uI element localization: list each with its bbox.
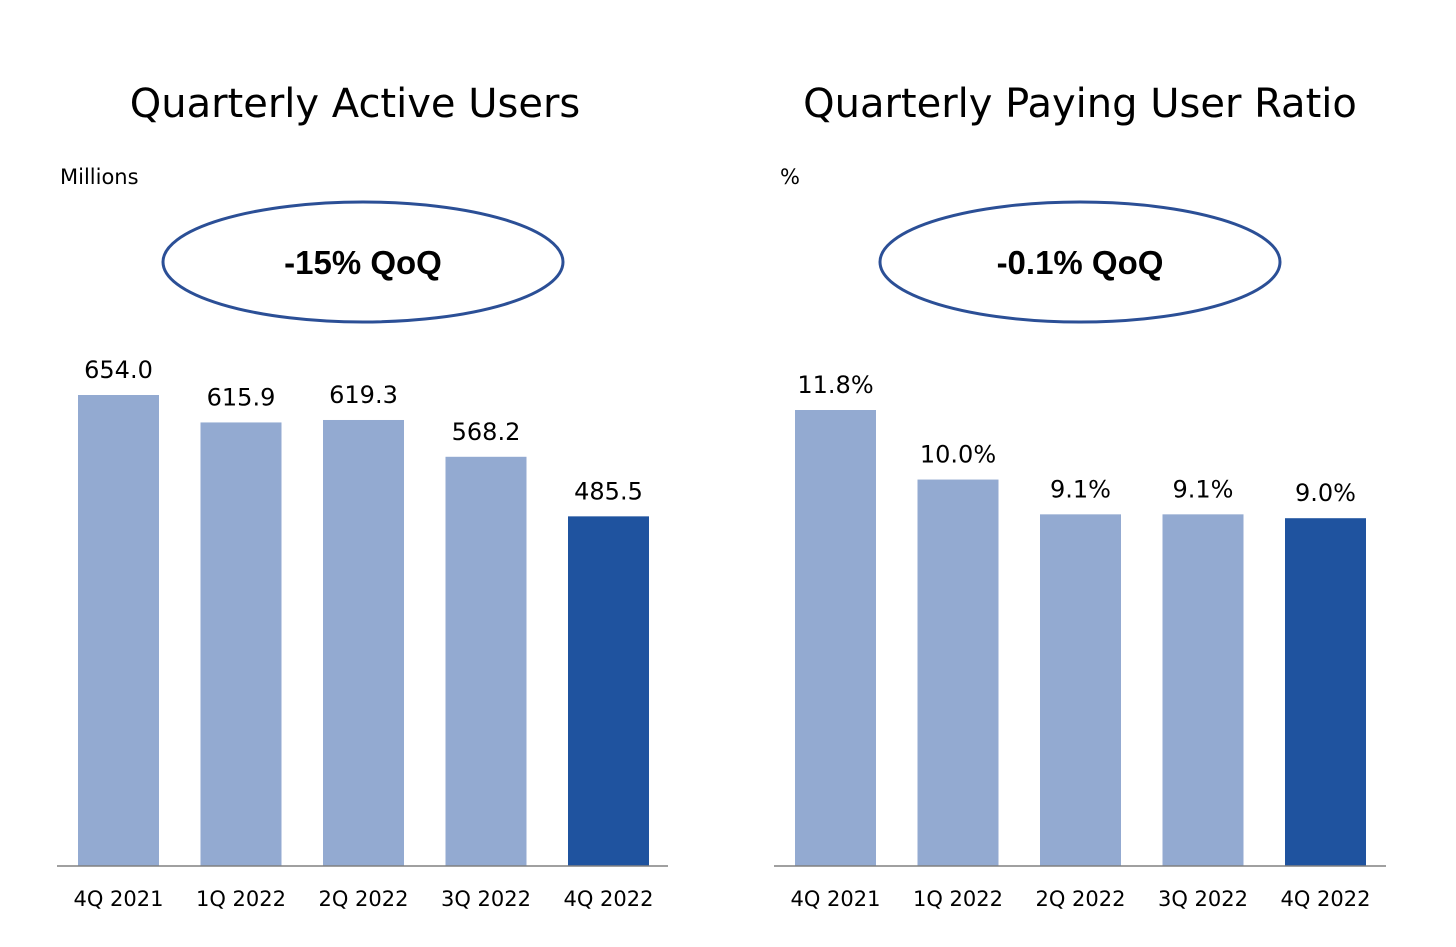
x-tick-label-active-users-2: 1Q 2022	[196, 887, 286, 911]
bar-paying-ratio-4	[1162, 514, 1244, 866]
unit-label-active-users: Millions	[60, 165, 139, 189]
value-label-paying-ratio-1: 11.8%	[797, 371, 873, 399]
x-tick-label-active-users-5: 4Q 2022	[563, 887, 653, 911]
x-tick-label-paying-ratio-3: 2Q 2022	[1035, 887, 1125, 911]
bar-paying-ratio-5	[1285, 518, 1366, 866]
annotation-ellipse-paying-ratio	[878, 200, 1282, 324]
value-label-active-users-5: 485.5	[574, 477, 643, 505]
bar-paying-ratio-2	[917, 479, 999, 866]
bars-group-active-users: 654.0 4Q 2021 615.9 1Q 2022 619.3 2Q 2022 568.…	[73, 356, 653, 911]
x-tick-label-active-users-3: 2Q 2022	[318, 887, 408, 911]
value-label-active-users-1: 654.0	[84, 356, 153, 384]
bar-active-users-3	[323, 419, 404, 866]
bar-active-users-1	[78, 395, 159, 866]
x-tick-label-paying-ratio-2: 1Q 2022	[913, 887, 1003, 911]
chart-paying-ratio: Quarterly Paying User Ratio % -0.1% QoQ …	[774, 81, 1386, 911]
x-tick-label-paying-ratio-4: 3Q 2022	[1158, 887, 1248, 911]
annotation-ellipse-active-users	[161, 200, 565, 324]
x-tick-label-active-users-1: 4Q 2021	[73, 887, 163, 911]
value-label-active-users-4: 568.2	[452, 418, 521, 446]
unit-label-paying-ratio: %	[780, 165, 800, 189]
value-label-paying-ratio-4: 9.1%	[1173, 475, 1234, 503]
annotation-text-active-users: -15% QoQ	[284, 244, 442, 281]
bars-group-paying-ratio: 11.8% 4Q 2021 10.0% 1Q 2022 9.1% 2Q 2022 9.1% 3…	[790, 371, 1370, 911]
x-tick-label-active-users-4: 3Q 2022	[441, 887, 531, 911]
bar-active-users-2	[200, 422, 282, 866]
value-label-active-users-3: 619.3	[329, 381, 398, 409]
annotation-text-paying-ratio: -0.1% QoQ	[997, 244, 1164, 281]
x-tick-label-paying-ratio-1: 4Q 2021	[790, 887, 880, 911]
bar-paying-ratio-3	[1040, 514, 1121, 866]
value-label-paying-ratio-3: 9.1%	[1050, 475, 1111, 503]
x-tick-label-paying-ratio-5: 4Q 2022	[1280, 887, 1370, 911]
chart-active-users: Quarterly Active Users Millions -15% QoQ…	[57, 81, 668, 911]
value-label-paying-ratio-2: 10.0%	[920, 441, 996, 469]
bar-active-users-5	[568, 516, 649, 866]
chart-title-active-users: Quarterly Active Users	[130, 81, 581, 127]
chart-title-paying-ratio: Quarterly Paying User Ratio	[803, 81, 1357, 127]
value-label-active-users-2: 615.9	[207, 383, 276, 411]
bar-active-users-4	[445, 456, 527, 866]
value-label-paying-ratio-5: 9.0%	[1295, 479, 1356, 507]
bar-paying-ratio-1	[795, 410, 876, 866]
